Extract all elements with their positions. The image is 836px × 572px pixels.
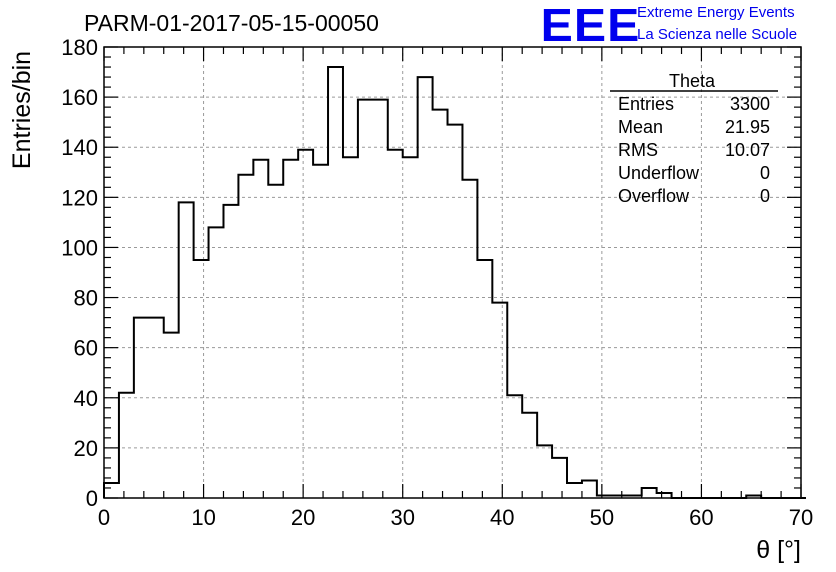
histogram-line	[103, 66, 806, 499]
y-axis-label: Entries/bin	[8, 51, 36, 169]
eee-logo: EEE	[540, 0, 641, 51]
y-tick-label: 140	[61, 135, 98, 160]
x-tick-label: 70	[789, 505, 813, 530]
stats-label-rms: RMS	[618, 140, 658, 160]
tick-labels: 0 10 20 30 40 50 60 70 0 20 40 60 80 100 120 140 160 180	[61, 35, 813, 530]
y-tick-label: 120	[61, 185, 98, 210]
y-tick-label: 20	[74, 436, 98, 461]
x-tick-label: 60	[689, 505, 713, 530]
x-tick-label: 10	[191, 505, 215, 530]
page-title: PARM-01-2017-05-15-00050	[84, 10, 379, 36]
x-axis-label: θ [°]	[756, 536, 801, 564]
stats-label-overflow: Overflow	[618, 186, 690, 206]
y-tick-label: 80	[74, 286, 98, 311]
org-name: Extreme Energy Events	[637, 4, 795, 21]
grid-lines	[104, 47, 801, 498]
x-tick-label: 30	[390, 505, 414, 530]
y-tick-label: 160	[61, 85, 98, 110]
stats-label-underflow: Underflow	[618, 163, 700, 183]
stats-value-underflow: 0	[760, 163, 770, 183]
y-tick-label: 100	[61, 235, 98, 260]
x-tick-label: 20	[291, 505, 315, 530]
y-tick-label: 40	[74, 386, 98, 411]
stats-box: Theta Entries 3300 Mean 21.95 RMS 10.07 …	[610, 71, 778, 206]
x-tick-label: 0	[98, 505, 110, 530]
stats-value-overflow: 0	[760, 186, 770, 206]
x-tick-label: 50	[590, 505, 614, 530]
y-tick-label: 60	[74, 336, 98, 361]
plot-frame	[103, 46, 802, 499]
y-tick-label: 0	[86, 486, 98, 511]
stats-label-mean: Mean	[618, 117, 663, 137]
stats-value-rms: 10.07	[725, 140, 770, 160]
axis-ticks	[103, 46, 802, 499]
stats-label-entries: Entries	[618, 94, 674, 114]
stats-value-entries: 3300	[730, 94, 770, 114]
stats-title: Theta	[669, 71, 716, 91]
x-tick-label: 40	[490, 505, 514, 530]
org-subtitle: La Scienza nelle Scuole	[637, 26, 798, 43]
stats-value-mean: 21.95	[725, 117, 770, 137]
y-tick-label: 180	[61, 35, 98, 60]
